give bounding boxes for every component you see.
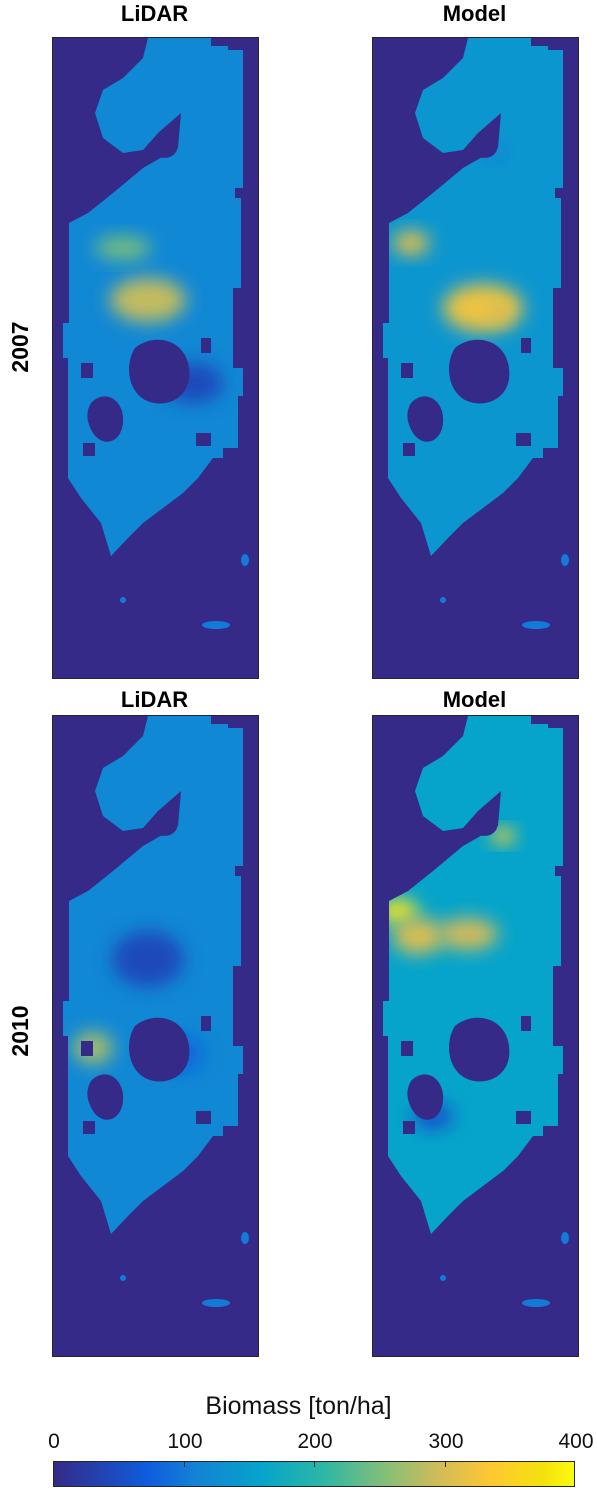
- no-data-area: [196, 1111, 211, 1124]
- no-data-area: [401, 1041, 413, 1056]
- no-data-area: [521, 338, 531, 353]
- biomass-hotspot: [443, 284, 523, 332]
- no-data-area: [83, 1121, 95, 1134]
- map-svg: [383, 716, 569, 1307]
- colorbar-tick: 200: [297, 1430, 333, 1453]
- colorbar-label: Biomass [ton/ha]: [205, 1392, 392, 1420]
- colorbar: [53, 1461, 575, 1487]
- map-svg: [63, 38, 249, 629]
- colorbar-tick: 0: [48, 1430, 60, 1453]
- no-data-area: [153, 816, 178, 836]
- biomass-hotspot: [488, 303, 508, 323]
- no-data-area: [403, 443, 415, 456]
- no-data-area: [521, 1016, 531, 1031]
- small-patch: [241, 554, 249, 566]
- no-data-area: [516, 433, 531, 446]
- no-data-area: [516, 1111, 531, 1124]
- map-svg: [63, 716, 249, 1307]
- no-data-area: [87, 396, 124, 442]
- no-data-area: [129, 339, 190, 404]
- no-data-area: [407, 1074, 444, 1120]
- no-data-area: [473, 816, 498, 836]
- small-patch: [561, 1232, 569, 1244]
- biomass-hotspot: [392, 918, 444, 954]
- map-svg: [383, 38, 569, 629]
- row-label-2007: 2007: [7, 321, 33, 373]
- row-label-2010: 2010: [7, 1005, 33, 1057]
- no-data-area: [83, 443, 95, 456]
- small-patch: [440, 1275, 446, 1281]
- small-patch: [120, 597, 126, 603]
- no-data-area: [81, 363, 93, 378]
- no-data-area: [201, 1016, 211, 1031]
- land-area: [383, 716, 563, 1234]
- map-2007-model: [372, 37, 579, 679]
- colorbar-tick: 300: [428, 1430, 464, 1453]
- no-data-area: [81, 1041, 93, 1056]
- biomass-hotspot: [393, 231, 429, 255]
- no-data-area: [473, 138, 498, 158]
- map-2007-lidar: [52, 37, 259, 679]
- no-data-area: [449, 339, 510, 404]
- biomass-hotspot: [112, 931, 184, 987]
- no-data-area: [201, 338, 211, 353]
- biomass-hotspot: [438, 918, 498, 950]
- colorbar-tick-mark: [184, 1462, 185, 1467]
- no-data-area: [403, 1121, 415, 1134]
- no-data-area: [129, 1017, 190, 1082]
- small-patch: [522, 1299, 550, 1307]
- panel-title-2010-lidar: LiDAR: [120, 687, 189, 712]
- no-data-area: [87, 1074, 124, 1120]
- colorbar-tick: 400: [558, 1430, 594, 1453]
- small-patch: [561, 554, 569, 566]
- colorbar-tick-mark: [314, 1462, 315, 1467]
- panel-title-2007-lidar: LiDAR: [120, 1, 189, 26]
- biomass-hotspot: [95, 236, 151, 260]
- small-patch: [241, 1232, 249, 1244]
- biomass-hotspot: [491, 828, 515, 844]
- map-2010-lidar: [52, 715, 259, 1357]
- small-patch: [522, 621, 550, 629]
- no-data-area: [196, 433, 211, 446]
- colorbar-tick-mark: [445, 1462, 446, 1467]
- panel-title-2007-model: Model: [442, 1, 507, 26]
- map-2010-model: [372, 715, 579, 1357]
- no-data-area: [153, 138, 178, 158]
- colorbar-tick: 100: [167, 1430, 203, 1453]
- small-patch: [202, 1299, 230, 1307]
- small-patch: [440, 597, 446, 603]
- no-data-area: [407, 396, 444, 442]
- biomass-hotspot: [110, 278, 186, 322]
- no-data-area: [449, 1017, 510, 1082]
- panel-title-2010-model: Model: [442, 687, 507, 712]
- small-patch: [202, 621, 230, 629]
- no-data-area: [401, 363, 413, 378]
- small-patch: [120, 1275, 126, 1281]
